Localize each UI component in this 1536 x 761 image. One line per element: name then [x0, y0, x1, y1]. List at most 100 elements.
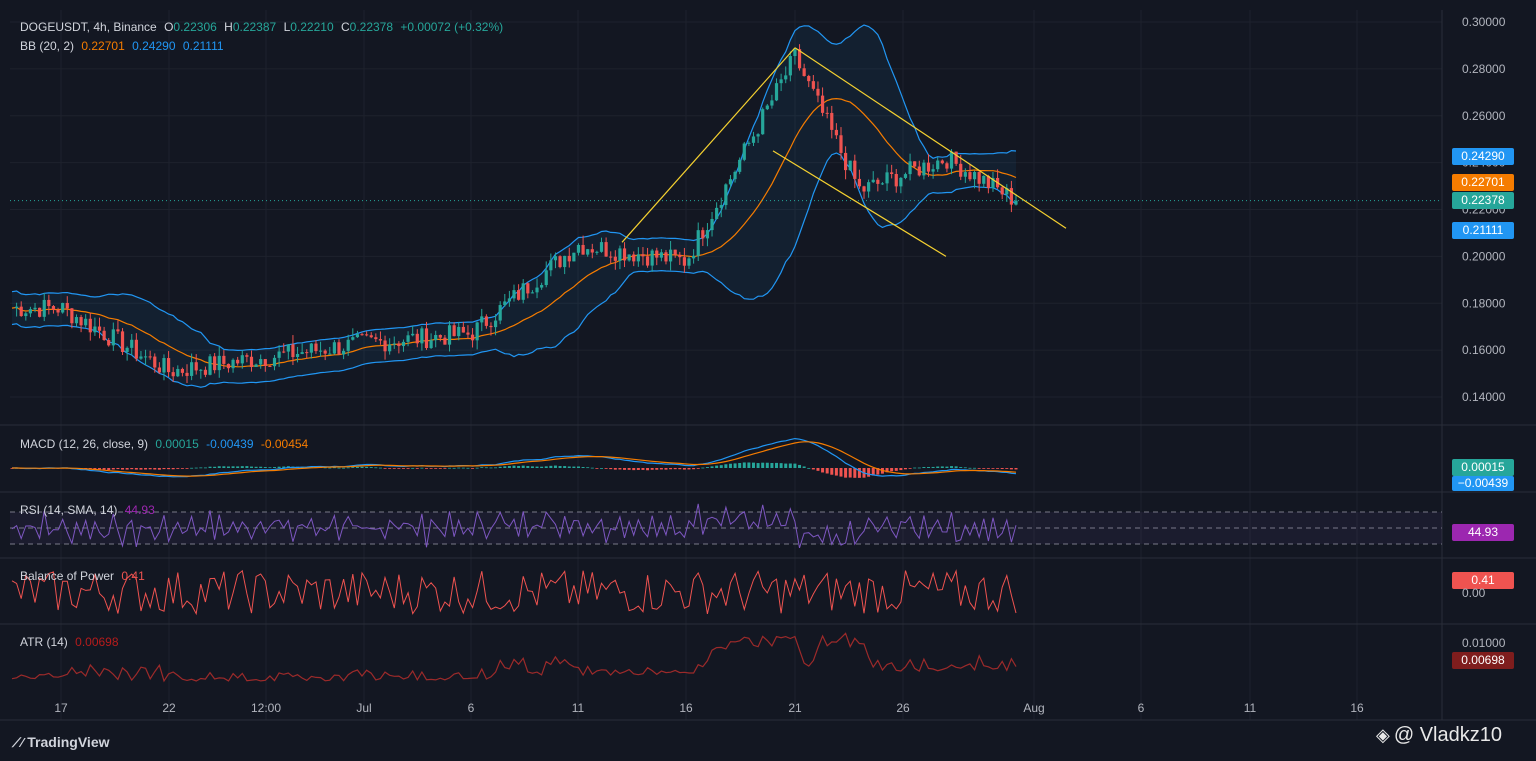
candle-body — [498, 305, 502, 321]
candle-body — [194, 362, 198, 371]
macd-hist-bar — [563, 466, 567, 468]
candle-body — [309, 343, 313, 353]
candle-body — [650, 250, 654, 266]
macd-hist-bar — [259, 466, 263, 468]
macd-hist-bar — [839, 468, 843, 477]
macd-hist-bar — [125, 468, 129, 470]
bop-legend[interactable]: Balance of Power 0.41 — [20, 569, 149, 583]
time-tick-label: 11 — [572, 701, 585, 715]
macd-hist-bar — [885, 468, 889, 473]
macd-legend[interactable]: MACD (12, 26, close, 9) 0.00015 -0.00439… — [20, 437, 312, 451]
macd-hist-bar — [728, 463, 732, 468]
candle-body — [507, 298, 511, 302]
candle-body — [116, 329, 120, 332]
macd-hist-bar — [194, 467, 198, 469]
candle-body — [719, 205, 723, 208]
macd-hist-bar — [102, 468, 106, 470]
macd-hist-bar — [968, 467, 972, 469]
candles — [10, 44, 1442, 383]
macd-hist-bar — [908, 468, 912, 469]
macd-hist-bar — [733, 463, 737, 468]
candle-body — [79, 317, 83, 326]
rsi-tag: 44.93 — [1452, 524, 1514, 541]
bb-basis-tag: 0.22701 — [1452, 174, 1514, 191]
candle-body — [636, 254, 640, 262]
macd-hist-bar — [452, 467, 456, 469]
candle-body — [88, 318, 92, 333]
candle-body — [268, 365, 272, 367]
bb-upper-value: 0.24290 — [132, 39, 176, 53]
candle-body — [512, 290, 516, 299]
candle-body — [682, 257, 687, 266]
time-axis[interactable]: 17 22 12:00 Jul 6 11 16 21 26 Aug 6 11 16 — [54, 701, 1364, 715]
price-axis[interactable]: 0.300000.280000.260000.240000.220000.200… — [1462, 15, 1506, 404]
candle-body — [724, 184, 728, 206]
macd-hist-bar — [926, 467, 930, 468]
macd-hist-bar — [434, 468, 438, 469]
macd-hist-bar — [834, 468, 838, 476]
rsi-legend[interactable]: RSI (14, SMA, 14) 44.93 — [20, 503, 159, 517]
candle-body — [816, 88, 820, 96]
candle-body — [986, 175, 990, 188]
macd-hist-bar — [162, 468, 166, 470]
macd-hist-bar — [461, 467, 465, 469]
candle-body — [922, 162, 926, 176]
candle-body — [56, 309, 60, 313]
candle-body — [756, 134, 760, 137]
macd-hist-bar — [190, 467, 194, 469]
macd-hist-bar — [982, 468, 986, 469]
macd-hist-bar — [1005, 468, 1009, 469]
candle-body — [401, 341, 406, 347]
symbol-label: DOGEUSDT, 4h, Binance — [20, 20, 157, 34]
candle-body — [604, 242, 608, 257]
candle-body — [70, 308, 74, 324]
candle-body — [369, 335, 373, 338]
macd-hist-bar — [705, 467, 709, 468]
macd-hist-value: 0.00015 — [155, 437, 199, 451]
bop-tag: 0.41 — [1452, 572, 1514, 589]
bb-legend[interactable]: BB (20, 2) 0.22701 0.24290 0.21111 — [20, 39, 228, 53]
candle-body — [470, 334, 475, 341]
macd-hist-bar — [323, 467, 327, 469]
candle-body — [328, 353, 332, 355]
candle-body — [493, 320, 498, 328]
candle-body — [834, 129, 838, 136]
candle-body — [208, 356, 212, 375]
macd-hist-bar — [844, 468, 848, 478]
candle-body — [277, 351, 281, 358]
candle-body — [820, 95, 825, 113]
macd-hist-bar — [507, 466, 511, 468]
macd-hist-bar — [871, 468, 875, 476]
candle-body — [913, 161, 917, 167]
macd-hist-bar — [530, 466, 534, 468]
macd-hist-bar — [991, 468, 995, 469]
candle-body — [972, 172, 977, 180]
candle-body — [351, 337, 355, 340]
candle-body — [51, 306, 56, 310]
macd-hist-bar — [153, 468, 157, 470]
candle-body — [392, 343, 396, 345]
candle-body — [982, 175, 986, 184]
time-tick-label: 16 — [1350, 701, 1364, 715]
atr-legend[interactable]: ATR (14) 0.00698 — [20, 635, 123, 649]
tradingview-logo[interactable]: ⟋⁄ TradingView — [12, 734, 110, 751]
macd-hist-bar — [466, 467, 470, 469]
candle-body — [517, 290, 521, 300]
open-value: 0.22306 — [173, 20, 217, 34]
candle-body — [788, 56, 792, 76]
candle-body — [954, 151, 958, 164]
macd-hist-bar — [471, 468, 475, 469]
macd-hist-bar — [180, 468, 184, 469]
candle-body — [130, 339, 134, 348]
macd-hist-bar — [673, 468, 677, 470]
candle-body — [360, 334, 364, 336]
trendlines[interactable] — [621, 47, 1067, 257]
candle-body — [747, 142, 751, 144]
pane-separators — [0, 10, 1536, 721]
bop-label: Balance of Power — [20, 569, 115, 583]
macd-hist-bar — [157, 468, 161, 470]
trendline — [621, 47, 796, 243]
macd-hist-bar — [710, 466, 714, 468]
candle-body — [784, 75, 788, 80]
